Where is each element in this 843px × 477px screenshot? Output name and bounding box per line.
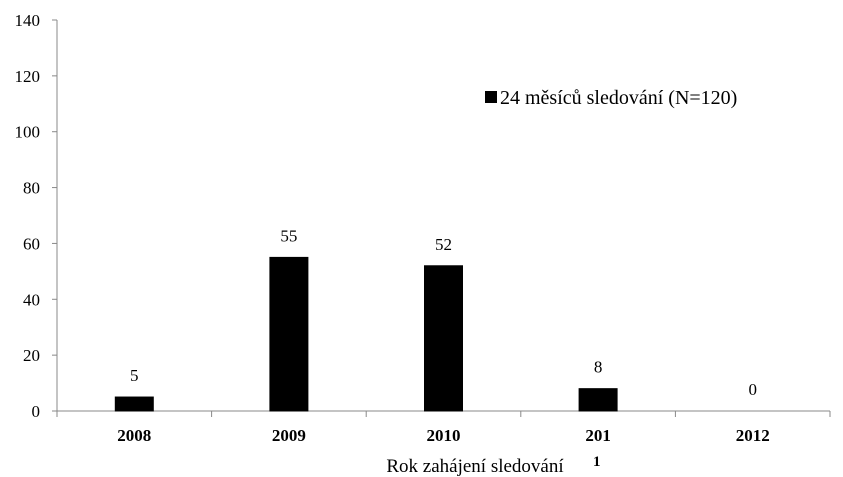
data-label: 8 bbox=[594, 358, 603, 377]
bars bbox=[114, 256, 618, 412]
y-tick-label: 120 bbox=[15, 67, 41, 86]
legend-label: 24 měsíců sledování (N=120) bbox=[500, 87, 737, 109]
y-tick-label: 100 bbox=[15, 123, 41, 142]
bar bbox=[578, 388, 618, 412]
bar bbox=[269, 256, 309, 412]
data-label: 52 bbox=[435, 235, 452, 254]
y-tick-label: 0 bbox=[32, 402, 41, 421]
data-label: 55 bbox=[280, 226, 297, 245]
y-tick-label: 80 bbox=[23, 179, 40, 198]
category-label: 2012 bbox=[736, 426, 770, 445]
x-axis bbox=[56, 410, 831, 417]
y-tick-label: 20 bbox=[23, 346, 40, 365]
legend: 24 měsíců sledování (N=120) bbox=[485, 87, 737, 109]
y-tick-label: 60 bbox=[23, 234, 40, 253]
x-axis-title-footnote: 1 bbox=[593, 454, 601, 470]
category-labels: 2008 2009 2010 201 2012 bbox=[117, 426, 769, 445]
data-label: 5 bbox=[130, 366, 139, 385]
bar bbox=[114, 396, 154, 412]
bar bbox=[424, 265, 463, 412]
y-tick-label: 40 bbox=[23, 290, 40, 309]
y-axis: 0 20 40 60 80 100 120 140 bbox=[15, 11, 58, 421]
y-tick-label: 140 bbox=[15, 11, 41, 30]
category-label: 2009 bbox=[272, 426, 306, 445]
category-label: 2010 bbox=[427, 426, 461, 445]
category-label: 201 bbox=[585, 426, 611, 445]
x-axis-title: Rok zahájení sledování bbox=[386, 456, 564, 477]
data-label: 0 bbox=[748, 380, 757, 399]
legend-swatch bbox=[485, 91, 497, 103]
category-label: 2008 bbox=[117, 426, 151, 445]
